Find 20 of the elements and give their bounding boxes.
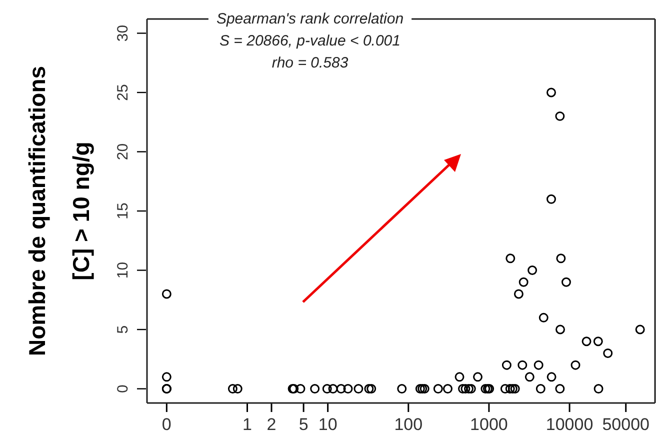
x-tick-label: 100	[394, 415, 423, 434]
x-tick-label: 10000	[546, 415, 594, 434]
x-tick-label: 0	[162, 415, 172, 434]
x-tick-label: 50000	[602, 415, 650, 434]
y-axis-title: Nombre de quantifications [C] > 10 ng/g	[24, 66, 94, 356]
annotation: S = 20866, p-value < 0.001	[220, 32, 400, 50]
y-tick-label: 20	[114, 143, 132, 160]
x-tick-label: 5	[298, 415, 308, 434]
y-tick-label: 25	[114, 84, 132, 101]
x-tick-label: 1000	[470, 415, 508, 434]
annotation: Spearman's rank correlation	[216, 10, 404, 28]
x-tick-label: 1	[242, 415, 252, 434]
y-tick-label: 15	[114, 202, 132, 220]
y-tick-label: 30	[114, 24, 132, 42]
x-tick-label: 2	[266, 415, 276, 434]
y-tick-label: 0	[114, 384, 132, 393]
y-tick-label: 5	[114, 325, 132, 334]
y-tick-label: 10	[114, 262, 132, 279]
x-tick-label: 10	[318, 415, 338, 434]
annotation: rho = 0.583	[272, 54, 349, 72]
